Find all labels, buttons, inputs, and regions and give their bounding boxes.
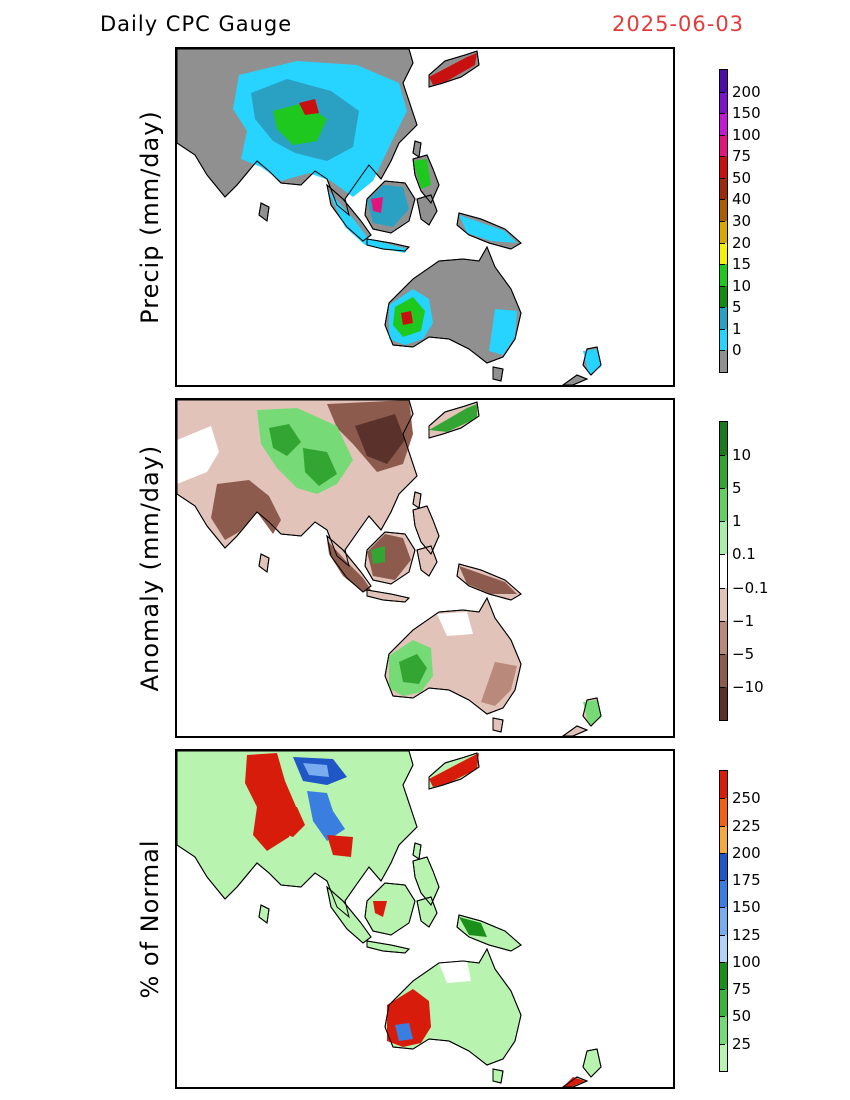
- colorbar-segment: [720, 242, 727, 265]
- colorbar-tick-label: 100: [719, 125, 761, 144]
- colorbar-segment: [720, 653, 727, 687]
- colorbar-tick-label: 5: [719, 298, 742, 317]
- colorbar-tick-label: 1: [719, 319, 742, 338]
- colorbar-segment: [720, 177, 727, 200]
- colorbar-tick-label: 20: [718, 233, 752, 252]
- colorbar-tick-label: 75: [718, 147, 752, 166]
- precip-map-graphic: [177, 49, 602, 385]
- colorbar-tick-label: 0.1: [719, 545, 756, 564]
- colorbar-segment: [720, 220, 727, 243]
- colorbar-segment: [720, 113, 727, 135]
- anomaly-map: [175, 398, 675, 738]
- colorbar-segment: [720, 587, 727, 621]
- colorbar-segment: [720, 264, 727, 286]
- colorbar-segment: [720, 907, 727, 935]
- colorbar-tick-label: 1: [719, 512, 742, 531]
- colorbar-segment: [720, 880, 727, 908]
- colorbar-tick-label: −5: [718, 644, 755, 663]
- colorbar-segment: [720, 1016, 727, 1044]
- colorbar-tick-label: −10: [719, 677, 764, 696]
- colorbar-segment: [720, 91, 727, 114]
- anomaly-colorbar: [719, 421, 728, 721]
- percent-normal-axis-label: % of Normal: [136, 839, 164, 999]
- colorbar-segment: [720, 285, 727, 308]
- colorbar-segment: [720, 328, 727, 351]
- colorbar-tick-label: 5: [719, 479, 742, 498]
- colorbar-segment: [720, 521, 727, 555]
- colorbar-tick-label: −0.1: [718, 578, 769, 597]
- colorbar-segment: [720, 156, 727, 178]
- colorbar-tick-label: 15: [718, 255, 752, 274]
- colorbar-tick-label: 100: [719, 952, 761, 971]
- percent-normal-map: [175, 749, 675, 1089]
- colorbar-tick-label: 250: [719, 789, 761, 808]
- colorbar-segment: [720, 199, 727, 221]
- colorbar-tick-label: 225: [719, 816, 761, 835]
- colorbar-segment: [720, 798, 727, 826]
- colorbar-tick-label: 50: [718, 1007, 752, 1026]
- colorbar-tick-label: 150: [719, 898, 761, 917]
- colorbar-segment: [720, 70, 727, 92]
- colorbar-segment: [720, 554, 727, 588]
- colorbar-segment: [720, 620, 727, 654]
- colorbar-segment: [720, 825, 727, 853]
- colorbar-segment: [720, 961, 727, 990]
- colorbar-tick-label: 175: [719, 871, 761, 890]
- colorbar-tick-label: 200: [719, 82, 761, 101]
- colorbar-segment: [720, 488, 727, 522]
- colorbar-tick-label: 25: [718, 1034, 752, 1053]
- map-date: 2025-06-03: [612, 12, 745, 36]
- colorbar-tick-label: 50: [718, 168, 752, 187]
- colorbar-segment: [720, 134, 727, 157]
- colorbar-tick-label: 40: [718, 190, 752, 209]
- colorbar-tick-label: −1: [718, 611, 755, 630]
- percent-normal-map-graphic: [177, 751, 602, 1087]
- colorbar-tick-label: 10: [718, 276, 752, 295]
- precip-axis-label: Precip (mm/day): [136, 110, 164, 324]
- colorbar-tick-label: 150: [719, 104, 761, 123]
- colorbar-tick-label: 75: [718, 980, 752, 999]
- colorbar-segment: [720, 771, 727, 799]
- colorbar-segment: [720, 686, 727, 720]
- anomaly-map-graphic: [177, 400, 602, 736]
- colorbar-segment: [720, 934, 727, 962]
- colorbar-segment: [720, 422, 727, 456]
- anomaly-axis-label: Anomaly (mm/day): [136, 444, 164, 692]
- colorbar-segment: [720, 1043, 727, 1071]
- colorbar-segment: [720, 307, 727, 329]
- precip-map: [175, 47, 675, 387]
- percent-normal-colorbar: [719, 770, 728, 1072]
- colorbar-segment: [720, 455, 727, 489]
- colorbar-tick-label: 0: [719, 341, 742, 360]
- colorbar-segment: [720, 989, 727, 1017]
- colorbar-tick-label: 125: [719, 925, 761, 944]
- colorbar-tick-label: 200: [719, 843, 761, 862]
- map-title: Daily CPC Gauge: [100, 12, 293, 36]
- colorbar-tick-label: 10: [718, 446, 752, 465]
- colorbar-segment: [720, 852, 727, 881]
- colorbar-segment: [720, 350, 727, 372]
- colorbar-tick-label: 30: [718, 212, 752, 230]
